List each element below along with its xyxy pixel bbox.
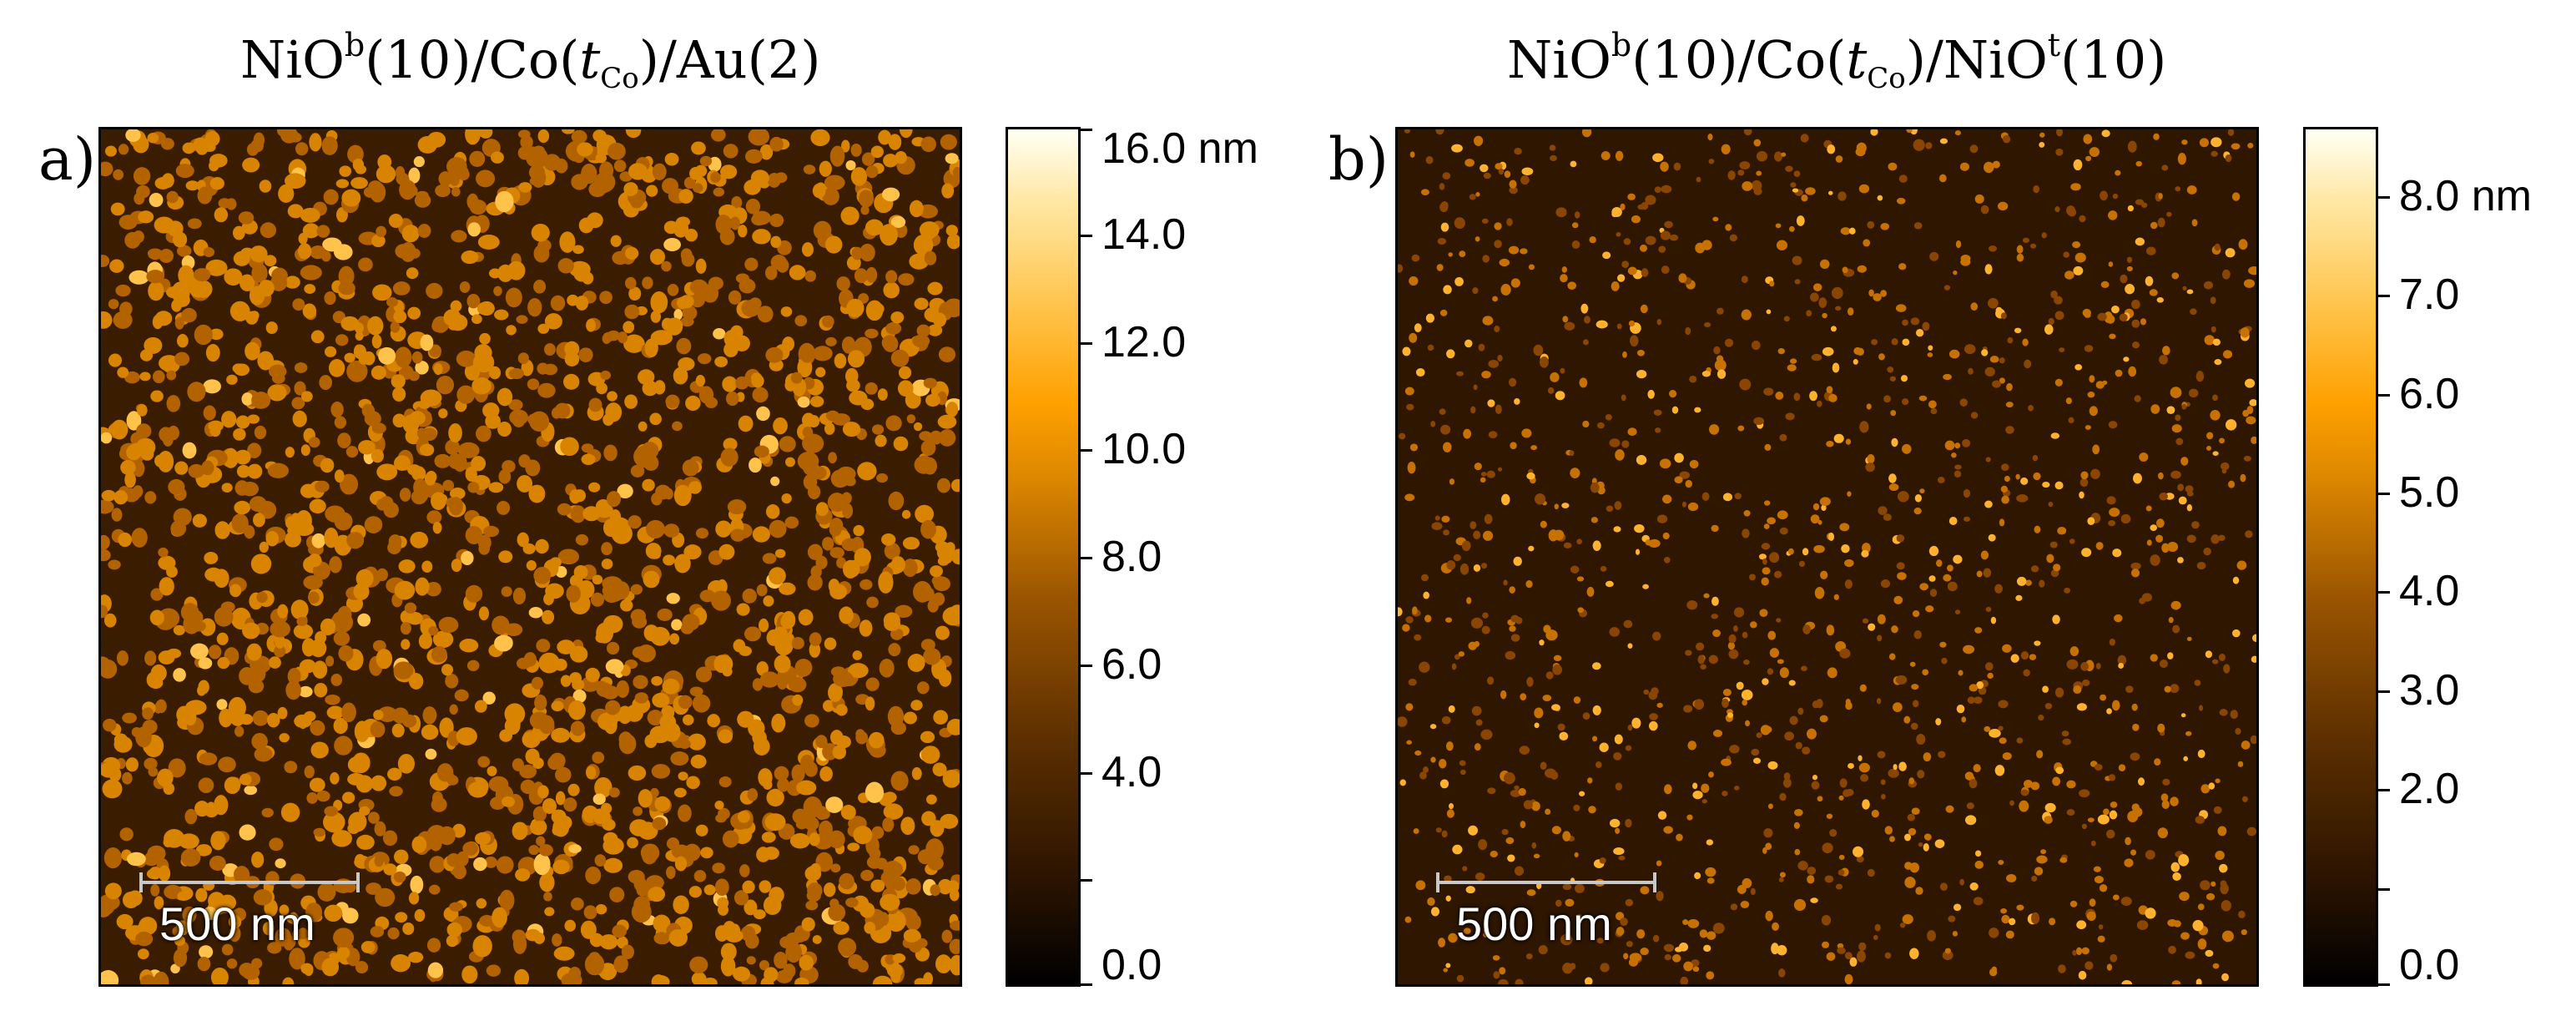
colorbar-tick-label: 2.0	[2399, 765, 2460, 814]
colorbar-tick	[2378, 591, 2390, 594]
colorbar-tick	[1081, 664, 1092, 667]
colorbar-tick	[1081, 771, 1092, 775]
afm-topography-image-a: 500 nm	[98, 127, 962, 987]
afm-panel-a: NiOb(10)/Co(tCo)/Au(2) a) 500 nm 16.0 nm…	[38, 27, 1258, 989]
grain-texture-a	[101, 129, 960, 984]
colorbar-tick-label: 16.0 nm	[1101, 124, 1258, 173]
colorbar-b	[2303, 127, 2378, 987]
colorbar-tick	[2378, 690, 2390, 693]
colorbar-tick	[1081, 341, 1092, 345]
colorbar-tick-label: 3.0	[2399, 665, 2460, 715]
scale-bar-a	[139, 872, 360, 892]
panel-a-label: a)	[38, 125, 97, 194]
colorbar-tick-label: 7.0	[2399, 270, 2460, 320]
colorbar-tick-label: 0.0	[1101, 941, 1162, 989]
colorbar-minor-tick	[2378, 887, 2390, 891]
colorbar-tick	[2378, 295, 2390, 298]
colorbar-tick	[1081, 449, 1092, 452]
colorbar-ticks-b	[2378, 127, 2412, 987]
colorbar-tick-label: 6.0	[1101, 639, 1162, 689]
colorbar-tick	[1081, 129, 1092, 131]
colorbar-tick-label: 8.0	[1101, 533, 1162, 581]
colorbar-tick-label: 6.0	[2399, 369, 2460, 418]
colorbar-labels-b: 8.0 nm 7.0 6.0 5.0 4.0 3.0 2.0 0.0	[2399, 127, 2576, 989]
colorbar-labels-a: 16.0 nm 14.0 12.0 10.0 8.0 6.0 4.0 0.0	[1101, 124, 1318, 989]
panel-b-label: b)	[1328, 125, 1389, 194]
colorbar-tick	[2378, 983, 2390, 986]
colorbar-tick-label: 12.0	[1101, 317, 1187, 366]
colorbar-tick	[1081, 983, 1092, 986]
colorbar-tick	[2378, 393, 2390, 397]
colorbar-a	[1006, 127, 1081, 987]
colorbar-tick	[1081, 557, 1092, 559]
colorbar-tick-label: 10.0	[1101, 425, 1187, 474]
colorbar-tick	[2378, 195, 2390, 199]
colorbar-tick	[2378, 789, 2390, 792]
colorbar-tick-label: 5.0	[2399, 468, 2460, 518]
colorbar-tick-label: 8.0 nm	[2399, 171, 2532, 220]
scale-bar-b	[1436, 872, 1656, 892]
colorbar-tick	[1081, 234, 1092, 237]
colorbar-tick-label: 4.0	[2399, 567, 2460, 616]
grain-texture-b	[1398, 129, 2256, 984]
colorbar-minor-tick	[1081, 879, 1092, 882]
panel-a-title: NiOb(10)/Co(tCo)/Au(2)	[240, 27, 821, 95]
colorbar-tick-label: 0.0	[2399, 941, 2460, 989]
colorbar-tick-label: 14.0	[1101, 210, 1187, 259]
scale-bar-label-b: 500 nm	[1456, 897, 1612, 950]
colorbar-tick-label: 4.0	[1101, 747, 1162, 796]
colorbar-ticks-a	[1081, 127, 1114, 987]
afm-topography-image-b: 500 nm	[1395, 127, 2259, 987]
scale-bar-label-a: 500 nm	[159, 897, 315, 950]
panel-b-title: NiOb(10)/Co(tCo)/NiOt(10)	[1507, 27, 2167, 95]
colorbar-tick	[2378, 493, 2390, 496]
afm-panel-b: NiOb(10)/Co(tCo)/NiOt(10) b) 500 nm 8.0 …	[1302, 0, 2576, 1021]
